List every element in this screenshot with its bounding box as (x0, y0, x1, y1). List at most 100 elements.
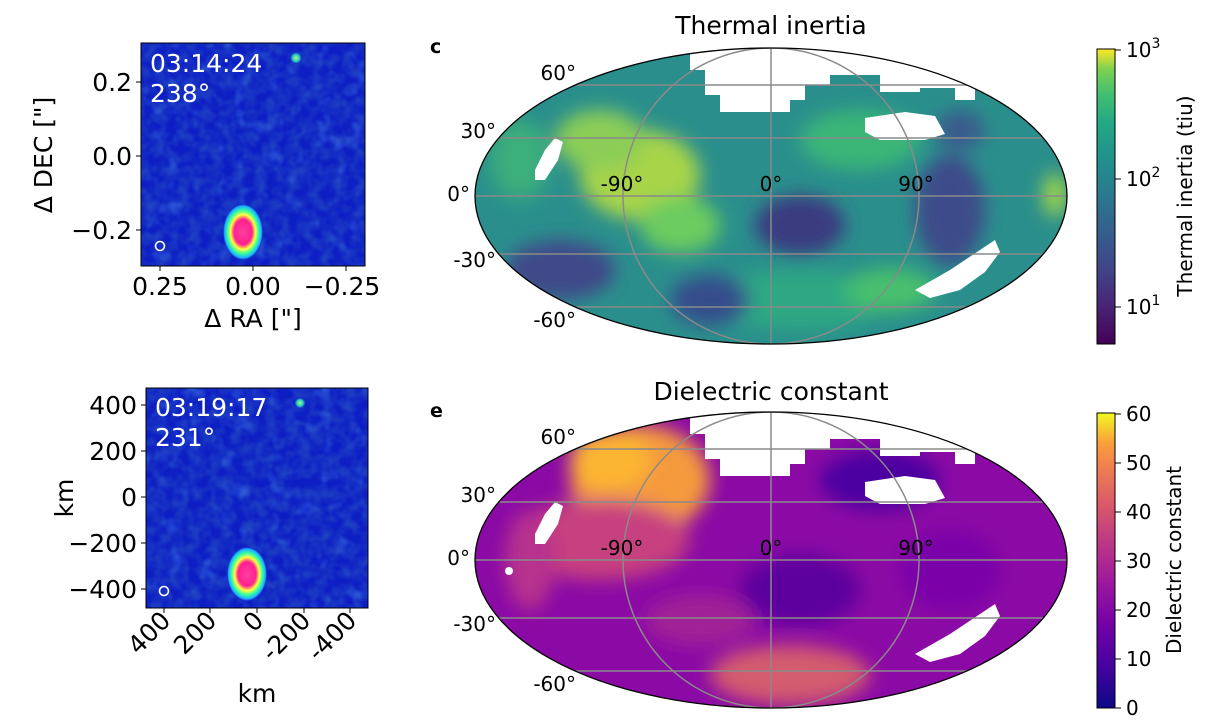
image-panel-bottom: 03:19:17 231° 400 200 0 −200 −400 400 20… (50, 387, 369, 708)
image-top-angle: 238° (150, 79, 210, 108)
thermal-lon-label: 0° (760, 172, 783, 196)
thermal-region-dark (915, 155, 985, 265)
image-bottom-small-source (294, 397, 306, 409)
dielectric-lon-label: -90° (601, 536, 644, 560)
thermal-region-bright (1043, 173, 1067, 217)
dielectric-map-border (474, 411, 1068, 709)
image-panel-top: 03:14:24 238° 0.2 0.0 −0.2 0.25 0.00 −0.… (29, 42, 381, 333)
dielectric-colorbar-tick-label: 20 (1126, 598, 1151, 622)
dielectric-map: Dielectric constant e (430, 377, 1186, 720)
dielectric-lon-label: 90° (898, 536, 933, 560)
image-bottom-ytick-label: 200 (89, 437, 137, 466)
thermal-lat-label: 30° (461, 119, 496, 143)
thermal-colorbar-title: Thermal inertia (tiu) (1173, 95, 1197, 297)
thermal-region-bright (555, 110, 645, 170)
image-top-small-source (290, 52, 302, 64)
thermal-region-dark (935, 110, 985, 150)
image-bottom-source (227, 547, 267, 601)
thermal-colorbar-base: 10 (1126, 38, 1151, 62)
thermal-lat-label: 0° (447, 182, 470, 206)
dielectric-region-mid (645, 595, 755, 645)
image-bottom-timestamp: 03:19:17 (155, 393, 267, 422)
image-bottom-xlabel: km (238, 679, 277, 708)
thermal-lon-label: 90° (898, 172, 933, 196)
dielectric-colorbar-title: Dielectric constant (1162, 466, 1186, 654)
thermal-colorbar-label-100: 102 (1126, 165, 1160, 191)
dielectric-meridian (622, 412, 920, 708)
image-bottom-ytick-label: −200 (68, 529, 137, 558)
thermal-meridian (622, 48, 920, 344)
thermal-colorbar-base: 10 (1126, 167, 1151, 191)
dielectric-region-high (570, 430, 650, 490)
image-bottom-beam (158, 585, 170, 597)
dielectric-gap (865, 476, 945, 504)
dielectric-gap (505, 567, 513, 575)
dielectric-region-mid (710, 645, 870, 705)
image-top-timestamp: 03:14:24 (150, 49, 262, 78)
image-top-xtick-label: 0.00 (225, 272, 281, 301)
thermal-region-dark (670, 275, 750, 325)
thermal-region-mid (710, 270, 890, 330)
thermal-colorbar-label-10: 101 (1126, 293, 1160, 319)
dielectric-colorbar-tick-label: 30 (1126, 549, 1151, 573)
image-top-ylabel: Δ DEC ["] (29, 97, 58, 214)
image-top-ytick-label: 0.2 (92, 68, 132, 97)
image-bottom-ytick-label: −400 (68, 575, 137, 604)
dielectric-lat-label: 30° (461, 483, 496, 507)
image-bottom-ytick-label: 400 (89, 391, 137, 420)
dielectric-lat-label: -30° (453, 612, 496, 636)
thermal-region-mid (640, 197, 720, 253)
thermal-panel-letter: c (430, 36, 441, 58)
dielectric-region-low (740, 555, 860, 625)
image-bottom-xtick-label: 200 (168, 606, 222, 660)
thermal-gap (535, 138, 563, 180)
thermal-colorbar-base: 10 (1126, 295, 1151, 319)
image-top-beam (154, 240, 166, 252)
thermal-inertia-map: Thermal inertia c (430, 11, 1197, 345)
dielectric-gap (535, 502, 563, 544)
dielectric-region-low (900, 530, 1000, 610)
image-top-xtick-label: −0.25 (304, 272, 381, 301)
image-top-ytick-label: 0.0 (92, 142, 132, 171)
thermal-map-title: Thermal inertia (674, 11, 866, 40)
image-bottom-xtick-label: -400 (302, 606, 363, 667)
thermal-lat-label: 60° (541, 61, 576, 85)
thermal-region-mid (845, 268, 935, 312)
image-top-xtick-label: 0.25 (132, 272, 188, 301)
dielectric-colorbar-tick-label: 0 (1126, 696, 1139, 720)
dielectric-map-title: Dielectric constant (653, 377, 888, 406)
image-bottom-angle: 231° (155, 423, 215, 452)
thermal-colorbar-exp: 3 (1151, 36, 1160, 52)
dielectric-colorbar-tick-label: 10 (1126, 647, 1151, 671)
thermal-lon-label: -90° (601, 172, 644, 196)
thermal-region-dark (505, 240, 615, 300)
image-bottom-xtick-label: 400 (122, 606, 176, 660)
dielectric-lon-label: 0° (760, 536, 783, 560)
dielectric-colorbar-tick-label: 50 (1126, 451, 1151, 475)
image-top-source (223, 204, 263, 260)
thermal-map-border (474, 47, 1068, 345)
dielectric-lat-label: -60° (533, 672, 576, 696)
dielectric-lat-label: 60° (541, 425, 576, 449)
thermal-colorbar (1096, 48, 1116, 345)
thermal-colorbar-label-1000: 103 (1126, 36, 1160, 62)
dielectric-lat-label: 0° (447, 546, 470, 570)
thermal-colorbar-exp: 1 (1151, 293, 1160, 309)
image-bottom-xtick-label: 0 (237, 606, 269, 638)
dielectric-panel-letter: e (430, 400, 443, 422)
image-top-ytick-label: −0.2 (71, 216, 132, 245)
dielectric-colorbar-tick-label: 40 (1126, 500, 1151, 524)
image-bottom-ytick-label: 0 (121, 483, 137, 512)
dielectric-colorbar-tick-label: 60 (1126, 402, 1151, 426)
image-bottom-ylabel: km (50, 479, 79, 518)
thermal-gap (865, 112, 945, 140)
image-top-xlabel: Δ RA ["] (204, 304, 301, 333)
thermal-lat-label: -60° (533, 308, 576, 332)
image-bottom-xtick-label: -200 (256, 606, 317, 667)
thermal-lat-label: -30° (453, 248, 496, 272)
thermal-colorbar-exp: 2 (1151, 165, 1160, 181)
dielectric-colorbar (1096, 412, 1116, 709)
thermal-region-dark (755, 195, 845, 255)
